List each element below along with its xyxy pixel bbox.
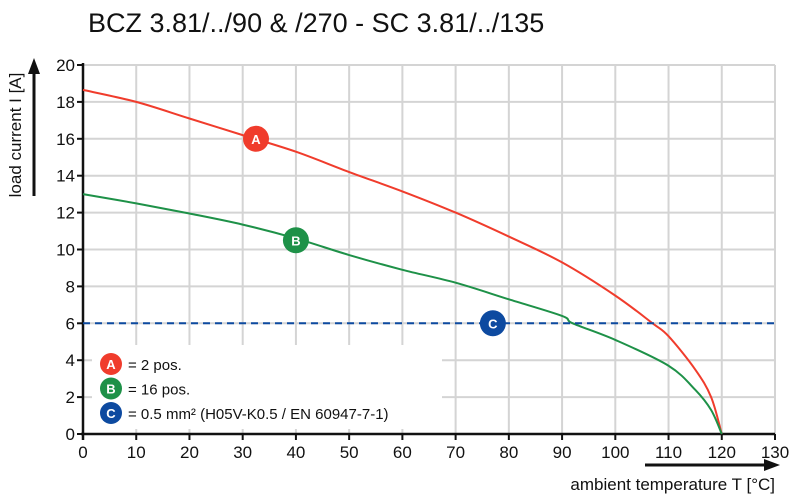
x-tick-label: 120 [708,443,736,462]
legend-badge-C [100,402,122,424]
y-tick-label: 14 [56,167,75,186]
series-marker-C [479,310,506,337]
series-line-A [82,88,723,435]
x-tick-label: 40 [286,443,305,462]
series-marker-B [282,227,309,254]
legend-entry-text: = 0.5 mm² (H05V-K0.5 / EN 60947-7-1) [128,406,389,423]
x-tick-label: 90 [553,443,572,462]
x-tick-label: 100 [601,443,629,462]
x-tick-label: 110 [655,443,682,462]
legend-badge-A [100,353,122,375]
x-tick-label: 70 [446,443,465,462]
y-tick-label: 16 [56,130,75,149]
x-tick-label: 60 [393,443,412,462]
series-marker-A [243,125,269,152]
series-line-B [82,193,723,435]
y-tick-label: 4 [66,351,75,370]
y-axis-arrow-head [28,58,40,74]
y-tick-label: 2 [66,388,75,407]
x-tick-label: 30 [233,443,252,462]
chart-title: BCZ 3.81/../90 & /270 - SC 3.81/../135 [88,8,545,38]
y-tick-label: 18 [56,93,75,112]
y-tick-label: 6 [66,314,75,333]
y-axis-label: load current I [A] [6,73,25,198]
x-tick-label: 0 [78,443,87,462]
y-tick-label: 20 [56,56,75,75]
y-tick-label: 8 [66,277,75,296]
legend-badge-label: A [106,357,116,372]
x-axis-arrow-head [764,459,780,471]
y-tick-label: 12 [56,204,75,223]
x-tick-label: 10 [127,443,146,462]
legend-badge-label: C [106,406,116,421]
x-axis-label: ambient temperature T [°C] [570,475,775,494]
x-tick-label: 20 [180,443,199,462]
y-tick-label: 10 [56,241,75,260]
legend-entry-text: = 16 pos. [128,382,190,399]
x-tick-label: 80 [499,443,518,462]
legend-badge-B [100,377,122,400]
legend-badge-label: B [106,382,115,397]
legend-entry-text: = 2 pos. [128,357,182,374]
series-marker-label: B [291,233,300,248]
x-tick-label: 130 [761,443,789,462]
series-marker-label: A [251,132,261,147]
x-tick-label: 50 [340,443,359,462]
y-tick-label: 0 [66,425,75,444]
series-marker-label: C [488,316,498,331]
legend-background [92,345,442,429]
